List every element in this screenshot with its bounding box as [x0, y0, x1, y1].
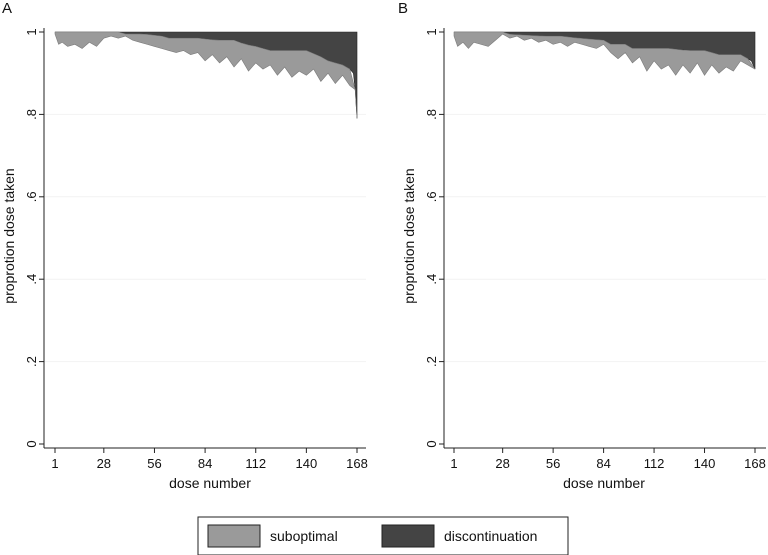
panel-b-x-tick-label: 168 — [744, 456, 766, 471]
panel-a-plot-area: 0 .2 .4 .6 .8 1 1 28 56 84 112 140 168 — [24, 28, 368, 471]
panel-a-y-tick-label: .2 — [24, 356, 39, 367]
legend-label-suboptimal: suboptimal — [270, 528, 338, 544]
panel-a-y-tick-label: .6 — [24, 191, 39, 202]
panel-b-y-tick-label: 0 — [424, 440, 439, 447]
panel-b-label: B — [398, 0, 408, 17]
panel-a-x-tick-label: 84 — [198, 456, 212, 471]
panel-a-x-tick-label: 1 — [51, 456, 58, 471]
panel-b-x-tick-label: 112 — [644, 456, 665, 471]
legend: suboptimal discontinuation — [197, 516, 569, 555]
panel-b-suboptimal-area — [453, 31, 756, 76]
panel-a-label: A — [2, 0, 12, 17]
panel-a-y-tick-label: .8 — [24, 109, 39, 120]
panel-a-y-axis-title: proprotion dose taken — [1, 168, 17, 303]
panel-b-y-tick-label: .4 — [424, 274, 439, 285]
panel-b-y-tick-label: 1 — [424, 28, 439, 35]
panel-a: A 0 .2 .4 .6 .8 1 1 28 56 84 112 140 168 dose number… — [1, 0, 368, 491]
panel-b-x-axis-title: dose number — [563, 475, 645, 491]
panel-b-y-tick-label: .6 — [424, 191, 439, 202]
panel-b-x-tick-label: 1 — [450, 456, 457, 471]
panel-b-y-tick-label: .2 — [424, 356, 439, 367]
panel-b-x-tick-label: 56 — [546, 456, 560, 471]
panel-b: B 0 .2 .4 .6 .8 1 1 28 56 84 112 140 168 dose number… — [398, 0, 766, 491]
legend-label-discontinuation: discontinuation — [444, 528, 537, 544]
panel-a-x-tick-label: 28 — [97, 456, 111, 471]
panel-b-plot-area: 0 .2 .4 .6 .8 1 1 28 56 84 112 140 168 — [424, 28, 766, 471]
panel-a-x-tick-label: 56 — [147, 456, 161, 471]
panel-a-y-tick-label: .4 — [24, 274, 39, 285]
legend-swatch-suboptimal — [207, 524, 261, 548]
panel-a-x-axis-title: dose number — [169, 475, 251, 491]
panel-a-x-tick-label: 112 — [245, 456, 266, 471]
panel-b-y-tick-label: .8 — [424, 109, 439, 120]
panel-b-y-axis-title: proprotion dose taken — [401, 168, 417, 303]
panel-a-suboptimal-area — [54, 31, 358, 119]
panel-b-x-tick-label: 28 — [495, 456, 509, 471]
panel-a-y-tick-label: 1 — [24, 28, 39, 35]
legend-swatch-discontinuation — [381, 524, 435, 548]
panel-a-x-tick-label: 168 — [346, 456, 368, 471]
panel-a-y-tick-label: 0 — [24, 440, 39, 447]
panel-b-x-tick-label: 84 — [596, 456, 610, 471]
panel-b-x-tick-label: 140 — [694, 456, 716, 471]
panel-a-x-tick-label: 140 — [296, 456, 318, 471]
